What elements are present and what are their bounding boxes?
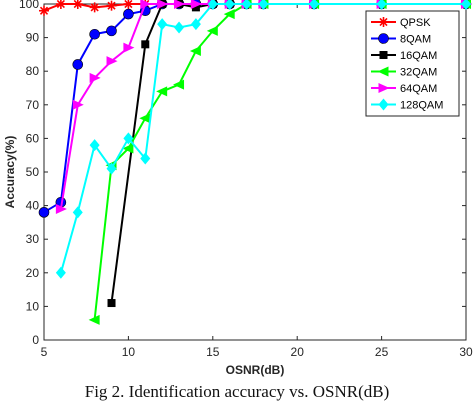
- figure-caption: Fig 2. Identification accuracy vs. OSNR(…: [84, 382, 390, 401]
- data-point: [174, 21, 185, 34]
- data-point: [461, 0, 471, 10]
- series-128qam: [55, 0, 471, 279]
- legend-label: 16QAM: [400, 50, 437, 62]
- y-axis: 0 10 20 30 40 50 60 70 80 90 100: [19, 0, 466, 347]
- y-tick-label: 50: [26, 165, 40, 179]
- data-point: [72, 59, 84, 70]
- legend-item-8qam: 8QAM: [371, 33, 431, 46]
- data-point: [174, 0, 186, 9]
- y-tick-label: 90: [26, 31, 40, 45]
- legend-marker: [378, 33, 389, 44]
- data-point: [106, 162, 117, 175]
- data-point: [140, 152, 151, 165]
- y-tick-label: 30: [26, 232, 40, 246]
- legend-marker: [379, 51, 388, 59]
- y-tick-label: 10: [26, 299, 40, 313]
- series-line: [59, 3, 466, 274]
- data-point: [207, 0, 218, 10]
- data-point: [89, 72, 101, 83]
- data-point: [241, 0, 252, 10]
- y-tick-label: 0: [32, 333, 39, 347]
- data-point: [123, 8, 134, 20]
- x-tick-label: 10: [122, 345, 136, 359]
- x-tick-label: 30: [459, 345, 473, 359]
- data-point: [206, 25, 218, 36]
- legend-label: 64QAM: [400, 83, 437, 95]
- legend-label: QPSK: [400, 17, 431, 29]
- x-tick-label: 15: [206, 345, 220, 359]
- y-tick-label: 20: [26, 266, 40, 280]
- data-point: [88, 314, 100, 325]
- data-point: [89, 2, 100, 13]
- data-point: [157, 0, 169, 9]
- legend-item-64qam: 64QAM: [371, 83, 437, 95]
- legend-item-128qam: 128QAM: [371, 98, 443, 112]
- data-point: [72, 206, 83, 219]
- data-point: [191, 3, 200, 12]
- x-axis-label: OSNR(dB): [226, 363, 285, 377]
- data-point: [106, 56, 118, 67]
- data-point: [157, 18, 168, 31]
- y-tick-label: 40: [26, 199, 40, 213]
- legend-item-32qam: 32QAM: [371, 66, 437, 79]
- data-point: [139, 113, 151, 124]
- data-point: [106, 0, 117, 11]
- y-axis-label: Accuracy(%): [3, 136, 17, 209]
- data-point: [106, 25, 117, 37]
- legend-marker: [378, 83, 390, 93]
- y-tick-label: 70: [26, 98, 40, 112]
- data-point: [38, 207, 50, 218]
- legend-label: 8QAM: [400, 34, 431, 46]
- legend-label: 128QAM: [400, 100, 443, 112]
- data-point: [376, 0, 387, 10]
- legend-marker: [378, 17, 389, 27]
- data-point: [89, 28, 100, 40]
- data-point: [55, 203, 67, 214]
- data-point: [190, 18, 201, 31]
- data-point: [224, 0, 235, 10]
- data-point: [258, 0, 269, 10]
- legend-item-16qam: 16QAM: [371, 50, 437, 62]
- legend-marker: [377, 66, 389, 77]
- data-point: [39, 5, 49, 16]
- data-point: [123, 132, 134, 145]
- y-tick-label: 60: [26, 131, 40, 145]
- data-point: [107, 299, 116, 308]
- x-tick-label: 25: [375, 345, 389, 359]
- legend-label: 32QAM: [400, 67, 437, 79]
- data-point: [156, 86, 168, 97]
- data-point: [190, 0, 202, 9]
- accuracy-chart: 5 10 15 20 25 30 0 10 20 30 40 50 60 70 80 90 100 OSNR(…: [3, 0, 473, 377]
- data-point: [123, 42, 135, 53]
- data-point: [55, 0, 66, 9]
- legend-box: [365, 10, 460, 117]
- x-tick-label: 5: [41, 345, 48, 359]
- data-point: [223, 9, 235, 20]
- data-point: [140, 0, 152, 9]
- data-point: [72, 99, 84, 110]
- data-point: [189, 46, 201, 57]
- data-point: [55, 266, 66, 279]
- y-tick-label: 80: [26, 64, 40, 78]
- x-tick-label: 20: [291, 345, 305, 359]
- data-point: [173, 79, 185, 90]
- y-tick-label: 100: [19, 0, 39, 11]
- legend-marker: [378, 98, 389, 111]
- data-point: [72, 0, 83, 9]
- data-point: [123, 0, 134, 9]
- data-point: [309, 0, 320, 10]
- data-point: [141, 40, 150, 49]
- legend-item-qpsk: QPSK: [371, 17, 431, 29]
- legend: QPSK 8QAM 16QAM 32QAM 64QAM 128QAM: [365, 10, 460, 117]
- series-group: [38, 0, 472, 325]
- data-point: [89, 139, 100, 152]
- data-point: [122, 143, 134, 154]
